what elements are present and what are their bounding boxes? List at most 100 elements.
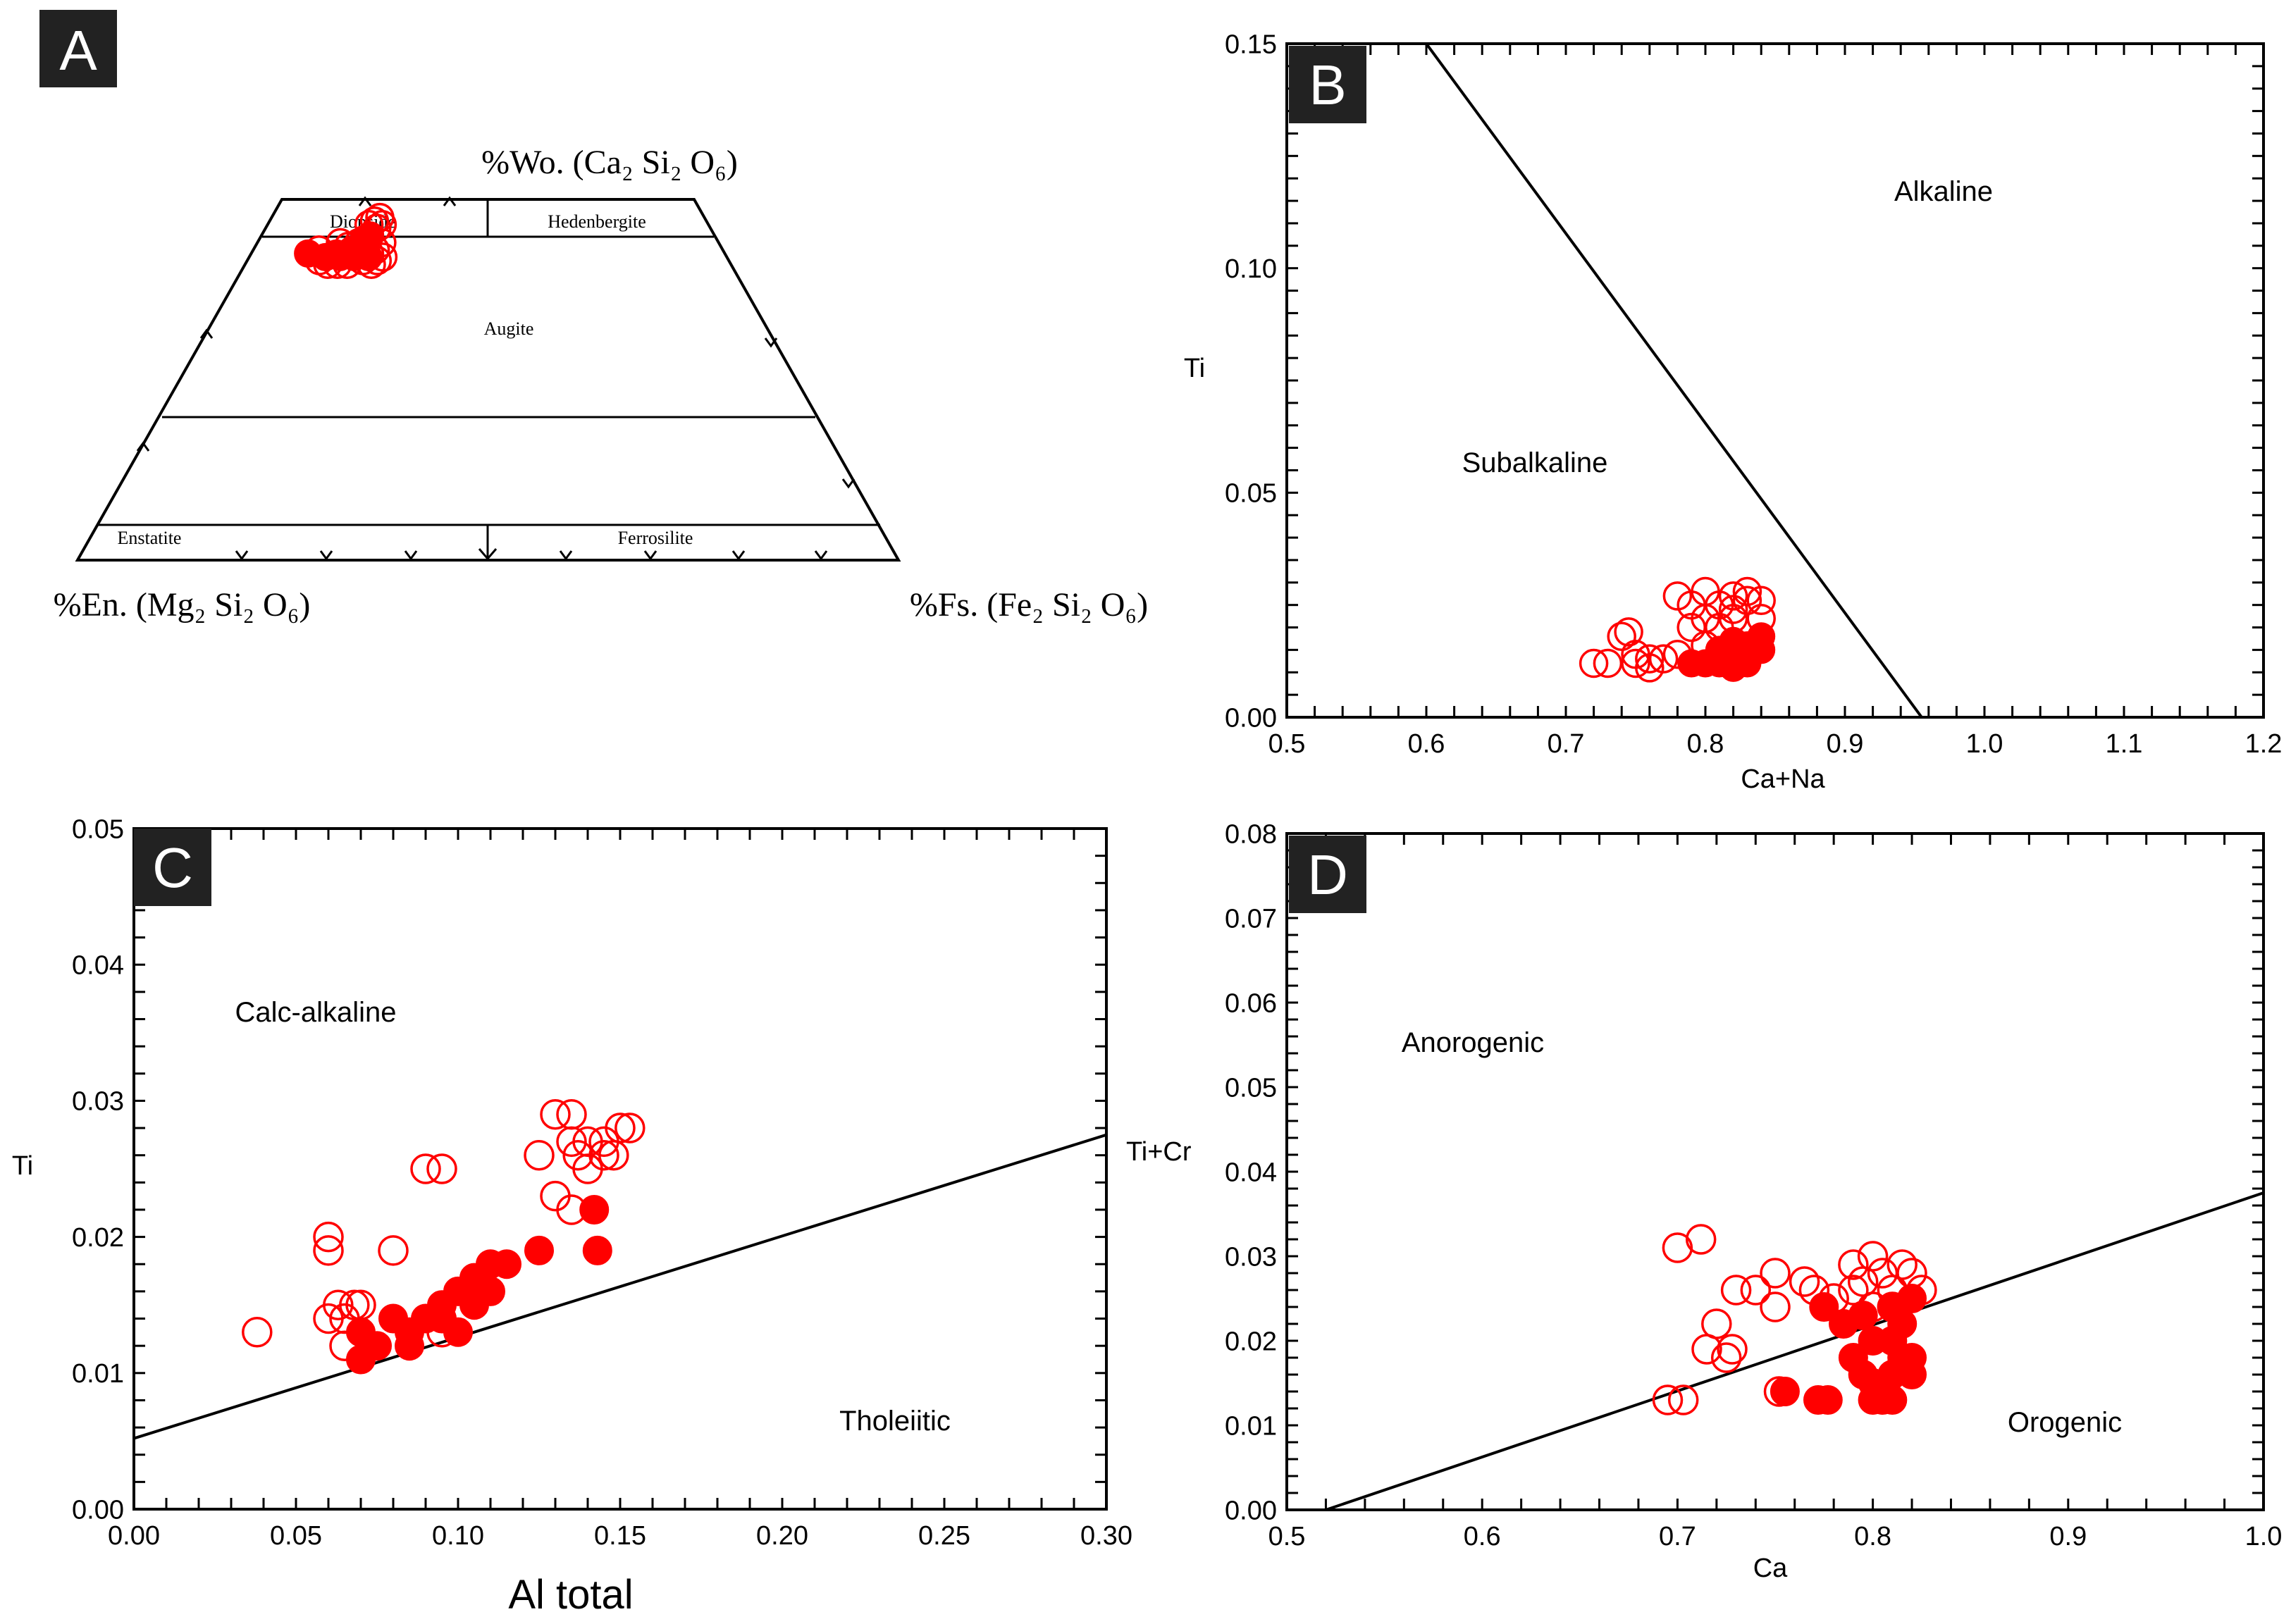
subalkaline-alkaline-boundary (1425, 42, 1923, 719)
apex-fs-label: %Fs. (Fe₂ Si₂ O₆) (910, 586, 1148, 624)
y-tick-label: 0.03 (72, 1087, 124, 1117)
y-tick-label: 0.01 (1225, 1411, 1277, 1441)
panel-c-tick-labels: 0.00 0.05 0.10 0.15 0.20 0.25 0.30 0.00 0.01 0.02… (72, 814, 1132, 1551)
data-point-filled (1897, 1343, 1927, 1372)
x-tick-label: 0.10 (432, 1521, 484, 1551)
panel-b: 0.5 0.6 0.7 0.8 0.9 1.0 1.1 1.2 0.00 0.05 0.10 0.15… (1184, 30, 2283, 794)
y-tick-label: 0.06 (1225, 988, 1277, 1018)
panel-b-points (1579, 576, 1776, 683)
data-point-filled (476, 1276, 505, 1306)
data-point-open (1740, 1275, 1772, 1306)
y-tick-label: 0.00 (1225, 1496, 1277, 1525)
y-tick-label: 0.04 (1225, 1158, 1277, 1187)
panel-b-y-axis-label: Ti (1184, 354, 1205, 383)
calc-alkaline-tholeiitic-boundary (133, 1133, 1107, 1440)
apex-en-label: %En. (Mg₂ Si₂ O₆) (54, 586, 311, 624)
data-point-open (605, 1112, 636, 1143)
data-point-filled (1858, 1368, 1888, 1398)
y-tick-label: 0.03 (1225, 1242, 1277, 1272)
data-point-open (1662, 1232, 1693, 1263)
data-point-open (1718, 581, 1748, 611)
x-tick-label: 0.00 (108, 1521, 160, 1551)
data-point-filled (524, 1235, 554, 1265)
field-ferrosilite-label: Ferrosilite (618, 528, 693, 548)
field-anorogenic-label: Anorogenic (1402, 1027, 1544, 1058)
x-tick-label: 0.8 (1687, 729, 1724, 759)
x-tick-label: 0.6 (1464, 1522, 1501, 1551)
data-point-open (1732, 585, 1762, 616)
data-point-open (1652, 1384, 1684, 1415)
panel-a-label: A (59, 19, 97, 82)
anorogenic-orogenic-boundary (1325, 1191, 2264, 1511)
data-point-filled (1877, 1292, 1908, 1322)
data-point-open (556, 1098, 587, 1130)
x-tick-label: 0.30 (1080, 1521, 1132, 1551)
apex-wo-label: %Wo. (Ca₂ Si₂ O₆) (481, 144, 738, 181)
data-point-open (1710, 1342, 1742, 1373)
x-tick-label: 1.0 (1966, 729, 2003, 759)
y-tick-label: 0.00 (1225, 703, 1277, 733)
data-point-filled (362, 1331, 392, 1361)
data-point-open (1621, 648, 1650, 678)
data-point-open (410, 1153, 441, 1184)
data-point-filled (1813, 1385, 1843, 1415)
data-point-open (562, 1139, 593, 1171)
data-point-filled (582, 1235, 612, 1265)
data-point-open (1701, 1308, 1732, 1339)
panel-c-points (242, 1098, 646, 1375)
data-point-filled (326, 242, 354, 271)
panel-d-points (1652, 1224, 1937, 1415)
data-point-open (1789, 1266, 1820, 1297)
x-tick-label: 0.25 (918, 1521, 970, 1551)
data-point-open (1886, 1249, 1918, 1280)
data-point-open (1635, 653, 1665, 683)
data-point-filled (1877, 1385, 1908, 1415)
x-tick-label: 1.1 (2106, 729, 2143, 759)
panel-b-tick-labels: 0.5 0.6 0.7 0.8 0.9 1.0 1.1 1.2 0.00 0.05 0.10 0.15 (1225, 30, 2282, 759)
field-augite-label: Augite (484, 318, 534, 339)
field-tholeiitic-label: Tholeiitic (839, 1406, 951, 1437)
panel-b-ticks (1287, 44, 2264, 717)
x-tick-label: 0.20 (756, 1521, 808, 1551)
data-point-open (556, 1126, 587, 1158)
panel-c-y-axis-label: Ti (12, 1151, 33, 1181)
quadrilateral-outline (75, 198, 901, 562)
data-point-open (1718, 595, 1748, 624)
data-point-filled (427, 1290, 457, 1320)
x-tick-label: 0.7 (1659, 1522, 1696, 1551)
quadrilateral-ticks (136, 196, 856, 561)
panel-b-x-axis-label: Ca+Na (1741, 764, 1825, 794)
y-tick-label: 0.07 (1225, 904, 1277, 934)
x-tick-label: 1.2 (2245, 729, 2283, 759)
data-point-open (1838, 1275, 1869, 1306)
data-point-open (1667, 1384, 1699, 1415)
data-point-open (1746, 585, 1776, 616)
line-label-ti-cr: Ti+Cr (1126, 1137, 1192, 1167)
panel-d-label: D (1307, 843, 1348, 906)
data-point-open (313, 1221, 344, 1253)
data-point-open (1857, 1241, 1889, 1272)
data-point-open (588, 1139, 619, 1171)
data-point-open (540, 1098, 571, 1130)
y-tick-label: 0.02 (1225, 1327, 1277, 1356)
data-point-open (242, 1317, 273, 1348)
y-tick-label: 0.00 (72, 1495, 124, 1525)
data-point-open (1760, 1258, 1791, 1289)
data-point-open (1579, 648, 1609, 678)
data-point-open (323, 1289, 354, 1320)
data-point-filled (395, 1331, 424, 1361)
panel-c: 0.00 0.05 0.10 0.15 0.20 0.25 0.30 0.00 0.01 0.02… (12, 814, 1192, 1618)
x-tick-label: 0.5 (1268, 1522, 1306, 1551)
data-point-open (1720, 1275, 1752, 1306)
data-point-open (313, 1235, 344, 1266)
data-point-open (1691, 1334, 1722, 1365)
y-tick-label: 0.10 (1225, 254, 1277, 284)
data-point-filled (1877, 1326, 1908, 1356)
panel-c-label: C (152, 836, 193, 899)
panel-c-x-axis-label: Al total (508, 1572, 633, 1618)
y-tick-label: 0.08 (1225, 819, 1277, 849)
data-point-filled (1770, 1377, 1800, 1406)
data-point-filled (354, 242, 383, 271)
panel-a-points (294, 202, 398, 279)
y-tick-label: 0.05 (1225, 1073, 1277, 1103)
